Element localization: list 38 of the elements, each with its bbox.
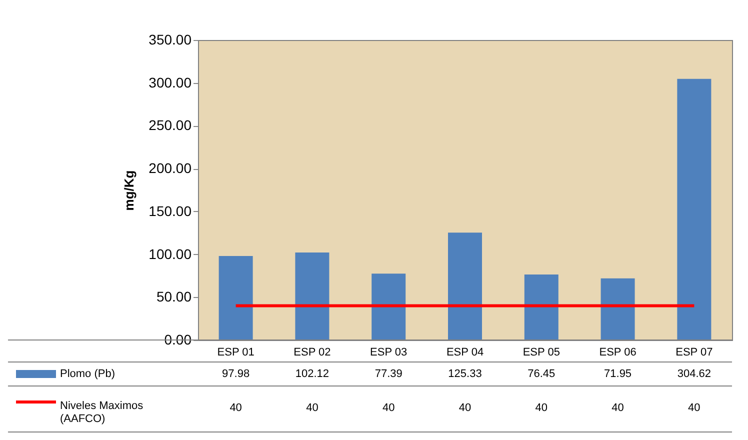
data-label: 40 [230, 402, 242, 414]
bar [218, 256, 253, 340]
x-tick-label: ESP 01 [217, 346, 254, 358]
data-label: 102.12 [295, 368, 330, 380]
bar [372, 274, 406, 340]
bar [295, 252, 330, 340]
data-label: 40 [382, 402, 395, 414]
data-label: 76.45 [528, 368, 556, 380]
data-label: 125.33 [448, 368, 482, 380]
y-tick-label: 150.00 [148, 202, 192, 219]
data-label: 97.98 [222, 368, 250, 380]
x-tick-label: ESP 02 [294, 346, 331, 358]
data-label: 71.95 [604, 368, 632, 380]
y-tick-label: 350.00 [148, 32, 192, 48]
legend-label: Niveles Maximos (AAFCO) [60, 400, 144, 425]
x-tick-label: ESP 04 [446, 346, 484, 358]
bar [600, 278, 635, 340]
bar [448, 232, 482, 340]
data-label: 40 [306, 402, 318, 414]
bar [677, 78, 712, 340]
y-axis-title: mg/Kg [122, 170, 137, 211]
bar [524, 274, 558, 340]
y-tick-label: 100.00 [148, 246, 192, 262]
y-tick-label: 50.00 [156, 288, 192, 305]
legend-label: Plomo (Pb) [60, 368, 116, 380]
data-label: 304.62 [677, 368, 712, 380]
data-label: 40 [612, 402, 624, 414]
x-tick-label: ESP 03 [370, 346, 408, 358]
x-tick-label: ESP 06 [599, 346, 636, 358]
x-tick-label: ESP 05 [522, 346, 560, 358]
x-tick-label: ESP 07 [676, 346, 713, 358]
data-label: 40 [458, 402, 472, 414]
y-tick-label: 200.00 [148, 160, 192, 176]
data-label: 77.39 [374, 368, 402, 380]
y-tick-label: 250.00 [148, 117, 192, 134]
y-tick-label: 300.00 [148, 74, 192, 90]
data-label: 40 [535, 402, 548, 414]
data-label: 40 [688, 402, 700, 414]
